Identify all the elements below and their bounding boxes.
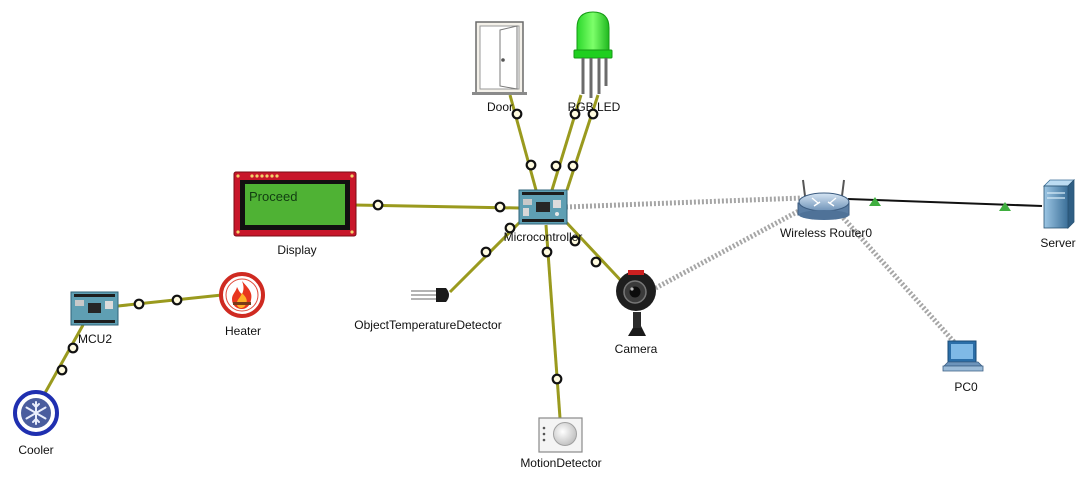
port-connector[interactable]	[480, 246, 492, 258]
port-connector[interactable]	[133, 298, 145, 310]
port-connector[interactable]	[551, 373, 563, 385]
port-connector[interactable]	[590, 256, 602, 268]
pc0-device[interactable]: PC0	[942, 340, 984, 394]
router-device[interactable]: Wireless Router0	[780, 179, 872, 240]
camera-label: Camera	[615, 342, 658, 356]
ethernet-link-router-server[interactable]	[847, 198, 1043, 207]
wireless-link-camera-router[interactable]	[650, 203, 810, 293]
display-screen-text: Proceed	[249, 189, 297, 204]
board-icon	[70, 291, 119, 326]
links	[43, 94, 1043, 419]
server-icon	[1043, 179, 1075, 229]
motion-detector-device[interactable]: MotionDetector	[520, 417, 602, 470]
led-bulb-icon	[573, 11, 613, 98]
temp-detector-device[interactable]: ObjectTemperatureDetector	[354, 288, 502, 332]
wireless-link-micro-router[interactable]	[565, 195, 803, 210]
fire-icon	[219, 272, 265, 318]
iot-cable-mcu2-heater[interactable]	[117, 293, 223, 308]
port-connector[interactable]	[569, 235, 581, 247]
wireless-router-icon	[797, 179, 850, 220]
cooler-device[interactable]: Cooler	[13, 390, 59, 457]
link-up-indicator	[869, 197, 881, 206]
temp-detector-label: ObjectTemperatureDetector	[354, 318, 501, 332]
iot-cable-door[interactable]	[508, 94, 538, 191]
microcontroller-label: Microcontroller	[504, 230, 583, 244]
motion-detector-label: MotionDetector	[520, 456, 601, 470]
board-icon	[518, 189, 568, 225]
port-connector[interactable]	[525, 159, 537, 171]
mcu2-label: MCU2	[78, 332, 112, 346]
server-device[interactable]: Server	[1040, 179, 1076, 250]
door-label: Door	[487, 100, 513, 114]
wireless-link-router-pc[interactable]	[836, 210, 957, 345]
door-icon	[472, 21, 527, 95]
camera-icon	[616, 270, 656, 336]
pc0-label: PC0	[954, 380, 978, 394]
pc-icon	[942, 340, 984, 372]
lcd-display-icon	[233, 171, 357, 237]
mcu2-device[interactable]: MCU2	[70, 291, 119, 346]
port-connector[interactable]	[56, 364, 68, 376]
motion-sensor-icon	[538, 417, 583, 453]
port-connector[interactable]	[550, 160, 562, 172]
cooler-label: Cooler	[18, 443, 53, 457]
router-label: Wireless Router0	[780, 226, 872, 240]
port-connector[interactable]	[171, 294, 183, 306]
port-connector[interactable]	[372, 199, 384, 211]
port-connector[interactable]	[67, 342, 79, 354]
port-connector[interactable]	[541, 246, 553, 258]
port-connector[interactable]	[504, 222, 516, 234]
port-connector[interactable]	[511, 108, 523, 120]
port-connector[interactable]	[587, 108, 599, 120]
server-label: Server	[1040, 236, 1075, 250]
rgb-led-label: RGB LED	[568, 100, 621, 114]
heater-device[interactable]: Heater	[219, 272, 265, 338]
port-connector[interactable]	[567, 160, 579, 172]
iot-cable-camera[interactable]	[564, 220, 628, 288]
microcontroller-device[interactable]: Microcontroller	[504, 189, 583, 244]
temperature-sensor-icon	[411, 288, 449, 302]
display-device[interactable]: Proceed Display	[233, 171, 357, 257]
door-device[interactable]: Door	[472, 21, 527, 114]
camera-device[interactable]: Camera	[615, 270, 658, 356]
link-up-indicator	[999, 202, 1011, 211]
iot-cable-mcu2-cooler[interactable]	[43, 324, 85, 394]
display-label: Display	[277, 243, 316, 257]
snowflake-icon	[13, 390, 59, 436]
port-connector[interactable]	[569, 108, 581, 120]
heater-label: Heater	[225, 324, 261, 338]
port-connector[interactable]	[494, 201, 506, 213]
rgb-led-device[interactable]: RGB LED	[568, 11, 621, 114]
